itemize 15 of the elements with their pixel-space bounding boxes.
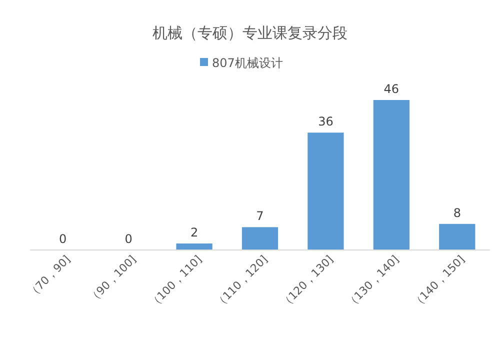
data-label: 8 bbox=[453, 206, 461, 220]
legend-label: 807机械设计 bbox=[212, 56, 283, 70]
x-tick-label: （70，90] bbox=[25, 252, 73, 301]
bar bbox=[176, 243, 212, 250]
data-label: 2 bbox=[190, 225, 198, 240]
bar bbox=[439, 224, 476, 250]
bar bbox=[373, 100, 410, 250]
chart-title: 机械（专硕）专业课复录分段 bbox=[152, 24, 348, 42]
data-label: 0 bbox=[59, 232, 67, 246]
data-label: 36 bbox=[318, 114, 334, 129]
data-label: 7 bbox=[256, 209, 264, 224]
data-label: 46 bbox=[384, 82, 400, 96]
data-label: 0 bbox=[124, 232, 132, 246]
bar bbox=[242, 227, 278, 250]
bar bbox=[308, 132, 344, 250]
